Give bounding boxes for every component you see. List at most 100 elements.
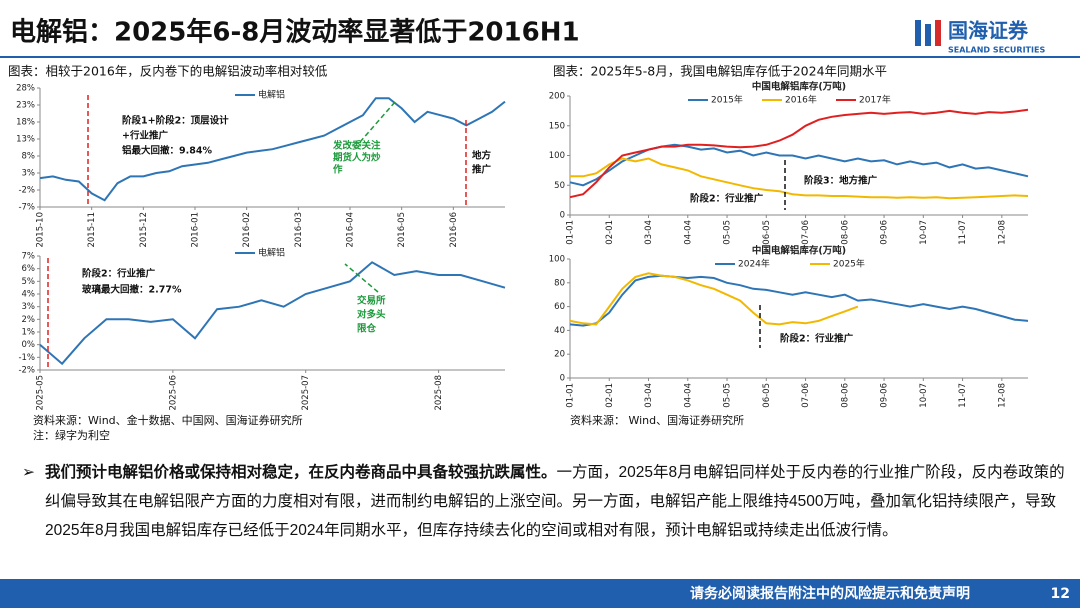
body-text: 我们预计电解铝价格或保持相对稳定，在反内卷商品中具备较强抗跌属性。一方面，202… <box>20 458 1065 545</box>
legend-label: 2025年 <box>833 258 865 270</box>
x-tick-label: 06-05 <box>762 220 772 245</box>
y-tick-label: 40 <box>554 326 565 336</box>
y-tick-label: 3% <box>22 169 36 179</box>
x-tick-label: 01-01 <box>566 383 576 408</box>
legend-label: 电解铝 <box>258 89 285 101</box>
x-tick-label: 2025-06 <box>168 375 178 411</box>
x-tick-label: 05-05 <box>723 220 733 245</box>
annotation: 交易所 <box>357 295 386 307</box>
x-tick-label: 2015-10 <box>36 212 46 248</box>
x-tick-label: 2025-05 <box>36 375 46 411</box>
series-line <box>569 274 1029 327</box>
x-tick-label: 04-04 <box>683 220 693 245</box>
disclaimer: 请务必阅读报告附注中的风险提示和免责声明 <box>690 585 970 602</box>
series-line <box>569 272 859 326</box>
x-tick-label: 02-01 <box>605 383 615 408</box>
x-tick-label: 12-08 <box>997 220 1007 245</box>
note: 注：绿字为利空 <box>33 428 110 442</box>
x-tick-label: 12-08 <box>997 383 1007 408</box>
x-tick-label: 10-07 <box>919 383 929 408</box>
logo-mark <box>935 20 941 46</box>
legend-label: 2017年 <box>859 94 891 106</box>
caption: 图表：2025年5-8月，我国电解铝库存低于2024年同期水平 <box>553 64 887 79</box>
x-tick-label: 03-04 <box>644 383 654 408</box>
x-tick-label: 2025-08 <box>434 375 444 411</box>
y-tick-label: -1% <box>18 353 35 363</box>
x-tick-label: 2016-02 <box>242 212 252 248</box>
y-tick-label: 23% <box>16 101 35 111</box>
slide-title: 电解铝：2025年6-8月波动率显著低于2016H1 <box>10 17 580 48</box>
annotation: 发改委关注 <box>332 140 381 152</box>
annotation: 期货人为炒 <box>333 152 381 164</box>
x-tick-label: 2025-07 <box>301 375 311 411</box>
page-number: 12 <box>1051 586 1070 602</box>
caption: 图表：相较于2016年，反内卷下的电解铝波动率相对较低 <box>8 64 328 79</box>
x-tick-label: 2016-06 <box>449 212 459 248</box>
annotation: 限仓 <box>357 323 377 335</box>
annotation: 阶段2：行业推广 <box>780 333 854 345</box>
y-tick-label: 18% <box>16 118 35 128</box>
y-tick-label: 3% <box>22 302 36 312</box>
x-tick-label: 08-06 <box>840 220 850 245</box>
annotation: 地方 <box>472 150 492 162</box>
source: 资料来源：Wind、金十数据、中国网、国海证券研究所 <box>33 413 303 427</box>
x-tick-label: 06-05 <box>762 383 772 408</box>
legend-label: 2016年 <box>785 94 817 106</box>
y-tick-label: 0 <box>560 374 565 384</box>
y-tick-label: 100 <box>549 151 565 161</box>
logo-mark <box>925 24 931 46</box>
y-tick-label: 4% <box>22 290 36 300</box>
annotation: 阶段2：行业推广 <box>82 268 156 280</box>
x-tick-label: 2016-04 <box>346 212 356 248</box>
y-tick-label: 7% <box>22 252 36 262</box>
annotation: 作 <box>333 164 343 176</box>
x-tick-label: 2015-12 <box>139 212 149 248</box>
y-tick-label: 60 <box>554 302 565 312</box>
series-line <box>39 261 506 366</box>
y-tick-label: 8% <box>22 152 36 162</box>
y-tick-label: 28% <box>16 84 35 94</box>
y-tick-label: 13% <box>16 135 35 145</box>
x-tick-label: 02-01 <box>605 220 615 245</box>
y-tick-label: 6% <box>22 264 36 274</box>
x-tick-label: 08-06 <box>840 383 850 408</box>
annotation: 阶段2：行业推广 <box>690 193 764 205</box>
chart-title: 中国电解铝库存(万吨) <box>752 245 846 257</box>
x-tick-label: 2016-01 <box>191 212 201 248</box>
legend-label: 电解铝 <box>258 247 285 259</box>
annotation: 铝最大回撤：9.84% <box>122 145 212 157</box>
body-rest: 一方面，2025年8月电解铝同样处于反内卷的行业推广阶段，反内卷政策的纠偏导致其… <box>45 464 1065 539</box>
y-tick-label: 100 <box>549 255 565 265</box>
y-tick-label: 2% <box>22 315 36 325</box>
annotation: 对多头 <box>357 309 386 321</box>
x-tick-label: 07-06 <box>801 383 811 408</box>
annotation: 推广 <box>472 164 492 176</box>
y-tick-label: -2% <box>18 366 35 376</box>
y-tick-label: 50 <box>554 181 565 191</box>
x-tick-label: 2016-03 <box>294 212 304 248</box>
source: 资料来源： Wind、国海证券研究所 <box>570 413 744 427</box>
x-tick-label: 11-07 <box>958 220 968 245</box>
y-tick-label: 1% <box>22 328 36 338</box>
y-tick-label: -7% <box>18 203 35 213</box>
y-tick-label: 80 <box>554 278 565 288</box>
series-line <box>39 97 506 202</box>
annotation-line <box>359 101 396 143</box>
logo-text: 国海证券 <box>948 19 1029 43</box>
chart-title: 中国电解铝库存(万吨) <box>752 81 846 93</box>
legend-label: 2024年 <box>738 258 770 270</box>
y-tick-label: 5% <box>22 277 36 287</box>
x-tick-label: 2016-05 <box>397 212 407 248</box>
footer-bar <box>0 579 1080 608</box>
body-lead: 我们预计电解铝价格或保持相对稳定，在反内卷商品中具备较强抗跌属性。 <box>45 464 557 481</box>
x-tick-label: 09-06 <box>880 383 890 408</box>
annotation-line <box>344 263 379 293</box>
x-tick-label: 04-04 <box>683 383 693 408</box>
x-tick-label: 03-04 <box>644 220 654 245</box>
annotation: 阶段3：地方推广 <box>804 175 878 187</box>
x-tick-label: 11-07 <box>958 383 968 408</box>
annotation: 阶段1+阶段2：顶层设计 <box>122 115 229 127</box>
y-tick-label: 0% <box>22 340 36 350</box>
